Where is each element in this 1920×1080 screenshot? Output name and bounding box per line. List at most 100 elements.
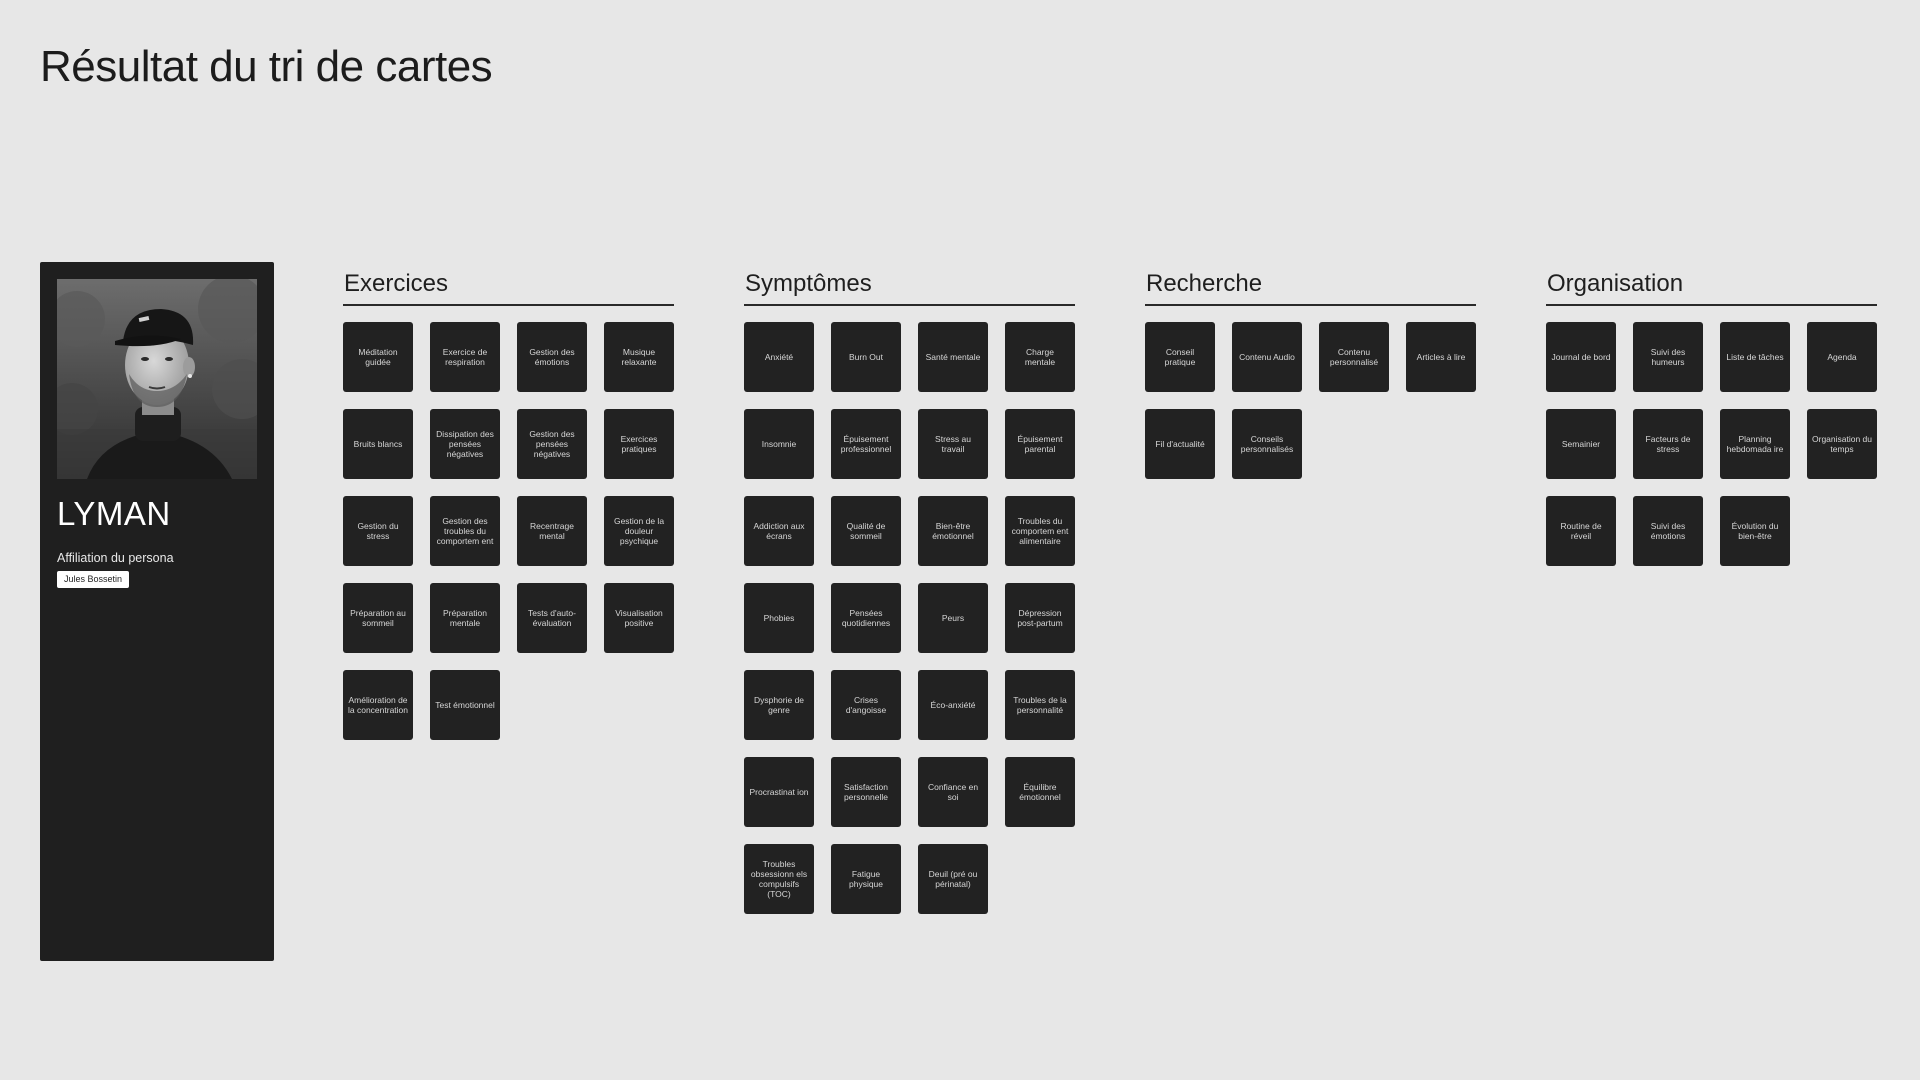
persona-affiliation-badge: Jules Bossetin (57, 571, 130, 588)
sort-card[interactable]: Exercice de respiration (430, 322, 500, 392)
sort-card-label: Planning hebdomada ire (1726, 434, 1784, 454)
sort-card[interactable]: Satisfaction personnelle (831, 757, 901, 827)
sort-card-label: Fil d'actualité (1155, 439, 1205, 449)
sort-card[interactable]: Qualité de sommeil (831, 496, 901, 566)
sort-card[interactable]: Dissipation des pensées négatives (430, 409, 500, 479)
sort-card-label: Contenu Audio (1239, 352, 1295, 362)
sort-card-label: Suivi des humeurs (1650, 347, 1686, 367)
sort-card-label: Exercice de respiration (442, 347, 488, 367)
sort-card[interactable]: Addiction aux écrans (744, 496, 814, 566)
sort-card-label: Amélioration de la concentration (348, 695, 409, 715)
sort-card[interactable]: Préparation au sommeil (343, 583, 413, 653)
sort-card[interactable]: Troubles obsessionn els compulsifs (TOC) (744, 844, 814, 914)
sort-card-label: Phobies (763, 613, 795, 623)
sort-card-label: Dysphorie de genre (753, 695, 805, 715)
sort-card[interactable]: Test émotionnel (430, 670, 500, 740)
sort-card-label: Tests d'auto-évaluation (528, 608, 576, 628)
sort-card[interactable]: Suivi des humeurs (1633, 322, 1703, 392)
sort-card-label: Test émotionnel (435, 700, 495, 710)
sort-card[interactable]: Peurs (918, 583, 988, 653)
sort-card-label: Routine de réveil (1560, 521, 1602, 541)
sort-card[interactable]: Pensées quotidiennes (831, 583, 901, 653)
sort-card[interactable]: Organisation du temps (1807, 409, 1877, 479)
sort-card-label: Gestion de la douleur psychique (613, 516, 665, 546)
sort-card[interactable]: Semainier (1546, 409, 1616, 479)
sort-card[interactable]: Fatigue physique (831, 844, 901, 914)
sort-card[interactable]: Bruits blancs (343, 409, 413, 479)
sort-card[interactable]: Équilibre émotionnel (1005, 757, 1075, 827)
category-exercices: Exercices Méditation guidée Exercice de r… (343, 268, 674, 740)
card-grid: Méditation guidée Exercice de respiration… (343, 322, 674, 740)
sort-card-label: Bien-être émotionnel (932, 521, 974, 541)
sort-card[interactable]: Procrastinat ion (744, 757, 814, 827)
sort-card[interactable]: Planning hebdomada ire (1720, 409, 1790, 479)
category-recherche: Recherche Conseil pratique Contenu Audio C… (1145, 268, 1476, 479)
sort-card[interactable]: Phobies (744, 583, 814, 653)
sort-card[interactable]: Liste de tâches (1720, 322, 1790, 392)
sort-card[interactable]: Stress au travail (918, 409, 988, 479)
sort-card-label: Conseils personnalisés (1240, 434, 1294, 454)
sort-card[interactable]: Gestion des troubles du comportem ent (430, 496, 500, 566)
category-organisation: Organisation Journal de bord Suivi des hu… (1546, 268, 1877, 566)
sort-card-label: Journal de bord (1551, 352, 1611, 362)
sort-card[interactable]: Journal de bord (1546, 322, 1616, 392)
sort-card[interactable]: Tests d'auto-évaluation (517, 583, 587, 653)
sort-card[interactable]: Visualisation positive (604, 583, 674, 653)
sort-card[interactable]: Gestion de la douleur psychique (604, 496, 674, 566)
category-title: Organisation (1547, 270, 1684, 297)
sort-card[interactable]: Contenu personnalisé (1319, 322, 1389, 392)
sort-card-label: Liste de tâches (1726, 352, 1784, 362)
sort-card[interactable]: Dépression post-partum (1005, 583, 1075, 653)
sort-card[interactable]: Confiance en soi (918, 757, 988, 827)
sort-card[interactable]: Préparation mentale (430, 583, 500, 653)
sort-card[interactable]: Deuil (pré ou périnatal) (918, 844, 988, 914)
sort-card[interactable]: Exercices pratiques (604, 409, 674, 479)
sort-card[interactable]: Dysphorie de genre (744, 670, 814, 740)
sort-card-label: Gestion des pensées négatives (529, 429, 575, 459)
persona-photo (57, 279, 257, 479)
sort-card[interactable]: Burn Out (831, 322, 901, 392)
sort-card[interactable]: Santé mentale (918, 322, 988, 392)
sort-card[interactable]: Insomnie (744, 409, 814, 479)
sort-card[interactable]: Troubles du comportem ent alimentaire (1005, 496, 1075, 566)
sort-card[interactable]: Suivi des émotions (1633, 496, 1703, 566)
category-divider (744, 304, 1075, 306)
sort-card[interactable]: Routine de réveil (1546, 496, 1616, 566)
sort-card[interactable]: Évolution du bien-être (1720, 496, 1790, 566)
sort-card-label: Stress au travail (935, 434, 971, 454)
sort-card[interactable]: Bien-être émotionnel (918, 496, 988, 566)
sort-card[interactable]: Crises d'angoisse (831, 670, 901, 740)
sort-card[interactable]: Facteurs de stress (1633, 409, 1703, 479)
sort-card-label: Préparation mentale (443, 608, 487, 628)
sort-card-label: Organisation du temps (1812, 434, 1873, 454)
sort-card[interactable]: Gestion des pensées négatives (517, 409, 587, 479)
sort-card[interactable]: Éco-anxiété (918, 670, 988, 740)
sort-card[interactable]: Amélioration de la concentration (343, 670, 413, 740)
sort-card-label: Contenu personnalisé (1329, 347, 1379, 367)
sort-card[interactable]: Gestion des émotions (517, 322, 587, 392)
sort-card-label: Évolution du bien-être (1731, 521, 1779, 541)
sort-card[interactable]: Conseils personnalisés (1232, 409, 1302, 479)
sort-card-label: Gestion du stress (357, 521, 399, 541)
sort-card[interactable]: Musique relaxante (604, 322, 674, 392)
sort-card[interactable]: Épuisement professionnel (831, 409, 901, 479)
sort-card[interactable]: Articles à lire (1406, 322, 1476, 392)
sort-card[interactable]: Méditation guidée (343, 322, 413, 392)
sort-card-label: Anxiété (764, 352, 794, 362)
sort-card[interactable]: Conseil pratique (1145, 322, 1215, 392)
sort-card[interactable]: Charge mentale (1005, 322, 1075, 392)
sort-card[interactable]: Contenu Audio (1232, 322, 1302, 392)
sort-card[interactable]: Anxiété (744, 322, 814, 392)
sort-card[interactable]: Épuisement parental (1005, 409, 1075, 479)
sort-card-label: Satisfaction personnelle (844, 782, 888, 802)
persona-affiliation-label: Affiliation du persona (57, 551, 174, 565)
sort-card[interactable]: Recentrage mental (517, 496, 587, 566)
sort-card[interactable]: Troubles de la personnalité (1005, 670, 1075, 740)
sort-card[interactable]: Agenda (1807, 322, 1877, 392)
sort-card-label: Exercices pratiques (620, 434, 658, 454)
category-title: Symptômes (745, 270, 872, 297)
sort-card-label: Peurs (941, 613, 965, 623)
sort-card[interactable]: Gestion du stress (343, 496, 413, 566)
sort-card-label: Qualité de sommeil (846, 521, 886, 541)
sort-card[interactable]: Fil d'actualité (1145, 409, 1215, 479)
